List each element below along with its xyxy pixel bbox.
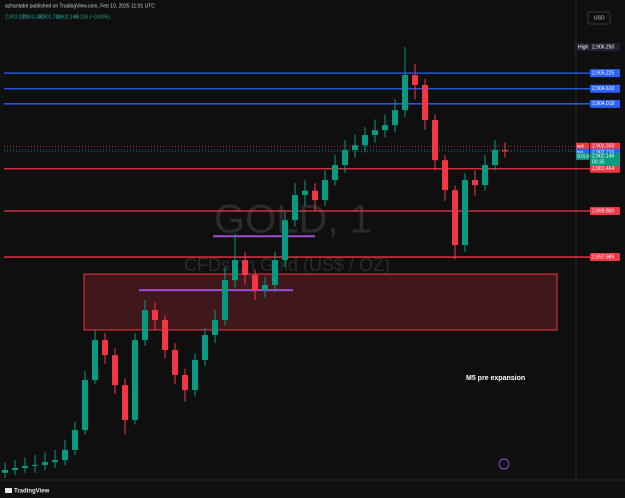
high-price: 2,906.250 [592,44,614,50]
annotation: M5 pre expansion [466,375,525,382]
quote-name-tag [576,142,589,150]
candle-body [212,320,218,336]
candle-body [192,359,198,390]
candle-body [202,335,208,360]
candle-body [52,460,58,463]
quote-name: GOLD [577,154,591,159]
price-tag-label: 2,901.464 [592,166,614,172]
candle-body [402,75,408,111]
quote-tag [590,142,620,150]
candle-body [172,350,178,375]
candle-body [302,190,308,196]
quote-name-tag [576,152,589,160]
quote-tag [590,152,620,166]
plot: 2,903.0202,903.3802,901.7452,902.146−0.1… [2,14,620,478]
quote-label: 2,902.350 [592,144,614,150]
countdown: 00:35 [592,160,605,166]
candle-body [362,135,368,146]
price-tag-label: 2,899.800 [592,208,614,214]
candle-body [282,220,288,261]
high-tag [575,43,620,52]
price-tag [590,253,620,262]
quote-name: ask [577,143,585,148]
candle-body [272,260,278,285]
candle-body [322,180,328,201]
candle-body [292,195,298,221]
quote-label: 2,902.146 [592,154,614,160]
candle-body [432,120,438,161]
ohlc-value: 2,901.745 [39,14,61,20]
quote-name-tag [576,148,589,156]
publisher: azhantabir published on TradingView.com,… [5,3,155,9]
candle-body [312,190,318,201]
candle-body [132,340,138,420]
ohlc-value: −0.116 (−0.00%) [73,14,110,20]
candle-body [382,125,388,131]
candle-body [122,385,128,420]
candle-body [32,464,38,466]
candle-body [152,310,158,321]
candle-body [92,340,98,381]
candle-body [492,150,498,166]
icon [498,458,510,470]
ohlc-value: 2,903.020 [5,14,27,20]
currency-box[interactable] [587,11,611,25]
price-tag [590,207,620,216]
candle-body [252,275,258,291]
candle-body [102,340,108,356]
candle-body [112,355,118,386]
candle-body [502,150,508,152]
candle-body [482,165,488,186]
candle-body [2,470,8,473]
candle-body [12,467,18,470]
candle-body [82,380,88,431]
candle-body [142,310,148,341]
candle-body [262,284,268,291]
price-tag-label: 2,897.989 [592,254,614,260]
currency: USD [594,15,605,21]
high-label: High [578,44,589,50]
ohlc-value: 2,903.380 [22,14,44,20]
candle-body [442,160,448,191]
quote-label: 2,902.210 [592,150,614,156]
footer-logo: TradingView [5,488,50,495]
candle-body [242,260,248,276]
candle-body [72,430,78,450]
price-tag [590,99,620,108]
price-tag [590,84,620,93]
candle-body [352,145,358,151]
candle-body [162,320,168,351]
candle-body [42,462,48,465]
candle-body [472,180,478,186]
candle-body [62,449,68,461]
candle-body [342,150,348,166]
candle-body [422,84,428,121]
candle-body [462,180,468,246]
candle-body [22,465,28,468]
candle-body [392,110,398,126]
candle-body [222,280,228,321]
price-tag [590,69,620,78]
price-tag-label: 2,904.018 [592,101,614,107]
quote-tag [590,148,620,156]
price-tag [590,164,620,173]
footer-text: TradingView [14,489,50,495]
price-tag-label: 2,904.610 [592,86,614,92]
ohlc-value: 2,902.146 [56,14,78,20]
candle-body [412,75,418,85]
candle-body [232,260,238,281]
price-tag-label: 2,905.225 [592,70,614,76]
candle-body [452,190,458,246]
logo-mark [5,488,12,493]
candle-body [182,374,188,390]
candle-body [372,130,378,136]
candle-body [332,165,338,181]
quote-name: bid [577,149,584,154]
